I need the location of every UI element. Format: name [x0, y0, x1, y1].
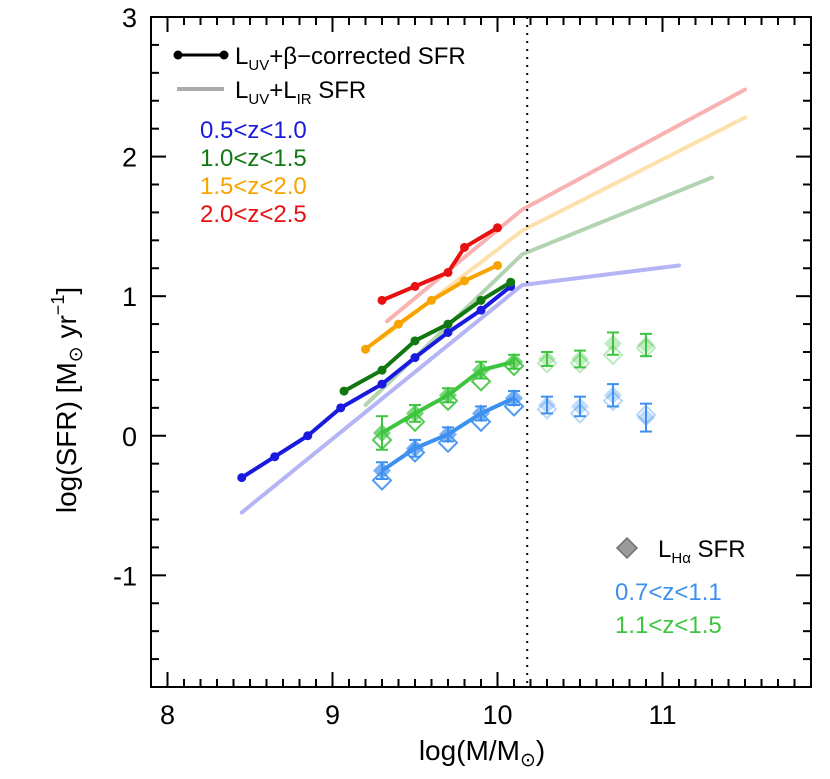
legend-range-green: 1.0<z<1.5: [200, 145, 307, 172]
y-axis-title: log(SFR) [M⊙ yr−1]: [48, 287, 87, 513]
halpha-errorbar: [541, 395, 553, 415]
halpha-errorbar: [475, 360, 487, 380]
uv-beta-point-red: [410, 281, 420, 291]
tick-labels: 8 9 10 11 -1 0 1 2 3: [113, 3, 677, 730]
halpha-errorbar: [508, 353, 520, 370]
uv-beta-point-blue: [377, 379, 387, 389]
uv-beta-point-red: [493, 223, 502, 233]
halpha-open-diamond: [503, 396, 525, 417]
halpha-open-diamond: [602, 390, 624, 412]
uv-ir-line-blue: [239, 263, 681, 515]
halpha-open-diamond: [437, 432, 459, 454]
y-tick-label: 3: [122, 3, 137, 33]
uv-ir-line-orange: [380, 115, 747, 341]
plot-frame: [150, 16, 812, 688]
halpha-errorbar: [640, 332, 652, 358]
legend-range-blue: 0.5<z<1.0: [200, 117, 307, 144]
axis-ticks: [151, 16, 811, 688]
x-tick-label: 8: [160, 700, 175, 730]
uv-beta-point-blue: [443, 327, 453, 337]
x-tick-label: 11: [648, 700, 676, 730]
halpha-errorbar: [376, 461, 388, 481]
x-tick-label: 10: [482, 700, 512, 730]
halpha-errorbar: [508, 390, 520, 407]
x-tick-label: 9: [325, 700, 340, 730]
halpha-errorbar: [607, 383, 619, 408]
halpha-errorbar: [640, 402, 652, 433]
legend-uv-beta-dot: [219, 50, 229, 60]
halpha-open-diamond: [602, 344, 624, 366]
uv-beta-point-orange: [361, 344, 370, 354]
halpha-errorbar: [607, 331, 619, 356]
halpha-open-diamond: [371, 470, 393, 491]
legend-range-red: 2.0<z<2.5: [200, 201, 307, 228]
uv-beta-point-green: [506, 277, 516, 287]
uv-beta-point-green: [339, 386, 349, 396]
halpha-errorbar: [541, 351, 553, 367]
legend-halpha-diamond: [615, 536, 639, 560]
halpha-errorbar: [442, 387, 454, 404]
uv-beta-point-red: [443, 267, 453, 277]
uv-beta-point-red: [377, 295, 387, 305]
y-tick-label: 1: [122, 282, 137, 312]
halpha-open-diamond: [569, 352, 591, 374]
halpha-errorbar: [574, 349, 586, 369]
y-tick-label: 2: [122, 143, 137, 173]
uv-beta-line-green: [343, 280, 512, 393]
legend-uv-ir: LUV+LIR SFR: [177, 77, 366, 108]
legend-halpha: LHα SFR 0.7<z<1.1 1.1<z<1.5: [615, 536, 746, 639]
halpha-open-diamond: [536, 352, 558, 374]
uv-ir-line-red: [384, 87, 747, 324]
uv-beta-point-green: [410, 336, 420, 346]
legend-range-ha-green: 1.1<z<1.5: [615, 612, 722, 639]
uv-beta-point-orange: [493, 260, 502, 270]
halpha-errorbar: [376, 415, 388, 451]
halpha-errorbar: [409, 438, 421, 458]
uv-beta-point-green: [476, 295, 486, 305]
uv-beta-point-orange: [460, 276, 469, 286]
legend-halpha-label: LHα SFR: [658, 536, 746, 567]
legend-uv-beta: LUV+β−corrected SFR: [173, 43, 466, 74]
legend-range-ha-blue: 0.7<z<1.1: [615, 579, 722, 606]
uv-beta-point-blue: [476, 305, 486, 315]
x-axis-title: log(M/M⊙): [419, 735, 545, 771]
uv-beta-point-green: [377, 365, 387, 375]
halpha-open-diamond: [569, 403, 591, 424]
uv-beta-point-orange: [394, 319, 403, 329]
halpha-errorbar: [574, 395, 586, 418]
uv-beta-point-blue: [303, 431, 313, 441]
legend-uv-beta-label: LUV+β−corrected SFR: [235, 43, 466, 74]
uv-beta-point-orange: [427, 295, 436, 305]
halpha-open-diamond: [536, 398, 558, 420]
uv-beta-point-green: [443, 319, 453, 329]
y-tick-label: 0: [122, 422, 137, 452]
halpha-errorbar: [475, 405, 487, 422]
uv-beta-point-blue: [237, 473, 247, 483]
uv-beta-point-red: [460, 242, 469, 252]
legend-uv-beta-dot: [173, 50, 183, 60]
legend-uv-ir-label: LUV+LIR SFR: [235, 77, 366, 108]
halpha-errorbar: [442, 426, 454, 443]
y-tick-label: -1: [113, 561, 137, 591]
legend-range-orange: 1.5<z<2.0: [200, 173, 307, 200]
legend-ranges-uv: 0.5<z<1.0 1.0<z<1.5 1.5<z<2.0 2.0<z<2.5: [200, 117, 307, 228]
uv-beta-point-blue: [336, 403, 346, 413]
uv-beta-series: [237, 223, 516, 483]
uv-beta-point-blue: [270, 452, 280, 462]
halpha-points: [371, 331, 657, 491]
uv-beta-point-blue: [410, 353, 420, 363]
halpha-errorbar: [409, 404, 421, 423]
